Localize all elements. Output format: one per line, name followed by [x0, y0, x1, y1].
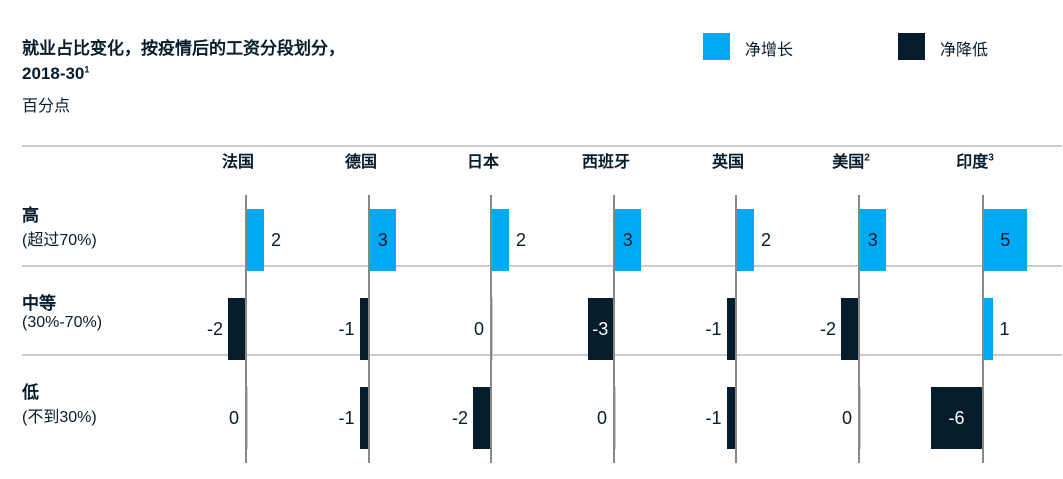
value-label: 3 [377, 230, 388, 250]
column-header: 德国 [345, 148, 377, 172]
bar [473, 387, 490, 449]
bar [737, 209, 754, 271]
value-label: 0 [228, 408, 239, 428]
value-label: 5 [1000, 230, 1011, 250]
value-label: 1 [999, 319, 1010, 339]
row-sublabel-low: (不到30%) [22, 409, 97, 426]
title-years-text: 2018-30 [22, 64, 85, 83]
bar [370, 209, 396, 271]
value-label: -2 [819, 319, 836, 339]
row-sublabel-high: (超过70%) [22, 232, 97, 249]
zero-axis [858, 195, 860, 463]
row-label-medium: 中等 [22, 294, 56, 314]
bar [359, 387, 368, 449]
top-rule [22, 145, 1062, 147]
row-label-high: 高 [22, 206, 39, 226]
value-label: 3 [867, 230, 878, 250]
unit-label: 百分点 [22, 96, 71, 115]
column-header-label: 西班牙 [581, 152, 631, 171]
zero-axis [735, 195, 737, 463]
column-header: 美国2 [832, 148, 870, 172]
value-label: 3 [622, 230, 633, 250]
bar [984, 298, 993, 360]
zero-axis [245, 195, 247, 463]
row-sublabel-medium: (30%-70%) [22, 314, 103, 331]
bar [492, 209, 509, 271]
column-header: 法国 [222, 148, 254, 172]
column-header: 西班牙 [582, 148, 630, 172]
column-header-label: 日本 [466, 152, 500, 171]
column-header-label: 印度 [956, 152, 989, 171]
column-header: 英国 [712, 148, 744, 172]
chart-title-years: 2018-301 [22, 64, 89, 84]
bar [841, 298, 858, 360]
value-label: -1 [705, 319, 722, 339]
legend-swatch-decrease [898, 33, 925, 60]
bar [247, 209, 264, 271]
row-label-low: 低 [22, 383, 39, 403]
value-label: -3 [592, 319, 609, 339]
value-label: 2 [271, 230, 282, 250]
column-header-footnote: 2 [864, 152, 870, 164]
zero-axis [613, 195, 615, 463]
bar [359, 298, 368, 360]
value-label: -1 [338, 408, 355, 428]
legend-label-increase: 净增长 [745, 40, 794, 59]
bar [726, 387, 735, 449]
bar [247, 387, 248, 449]
zero-axis [490, 195, 492, 463]
row-divider [22, 265, 1062, 267]
value-label: 2 [761, 230, 772, 250]
value-label: -6 [948, 408, 965, 428]
bar [228, 298, 245, 360]
bar [615, 209, 641, 271]
legend-label-decrease: 净降低 [940, 40, 989, 59]
value-label: 0 [596, 408, 607, 428]
bar [587, 298, 613, 360]
column-header-footnote: 3 [988, 152, 994, 164]
bar [860, 209, 886, 271]
zero-axis [368, 195, 370, 463]
zero-axis [982, 195, 984, 463]
bar [984, 209, 1027, 271]
row-divider [22, 354, 1062, 356]
column-header-label: 英国 [711, 152, 745, 171]
bar [726, 298, 735, 360]
value-label: -2 [206, 319, 223, 339]
column-header: 日本 [467, 148, 499, 172]
bar [615, 387, 616, 449]
legend-swatch-increase [703, 33, 730, 60]
value-label: 0 [473, 319, 484, 339]
value-label: 2 [516, 230, 527, 250]
bar [492, 298, 493, 360]
column-header-label: 美国 [832, 152, 865, 171]
bar [931, 387, 982, 449]
column-header: 印度3 [956, 148, 994, 172]
value-label: -1 [705, 408, 722, 428]
column-header-label: 德国 [344, 152, 378, 171]
bar [860, 387, 861, 449]
value-label: -2 [451, 408, 468, 428]
column-header-label: 法国 [221, 152, 255, 171]
title-footnote: 1 [84, 64, 90, 75]
value-label: -1 [338, 319, 355, 339]
value-label: 0 [841, 408, 852, 428]
chart-title: 就业占比变化，按疫情后的工资分段划分， [22, 39, 345, 59]
